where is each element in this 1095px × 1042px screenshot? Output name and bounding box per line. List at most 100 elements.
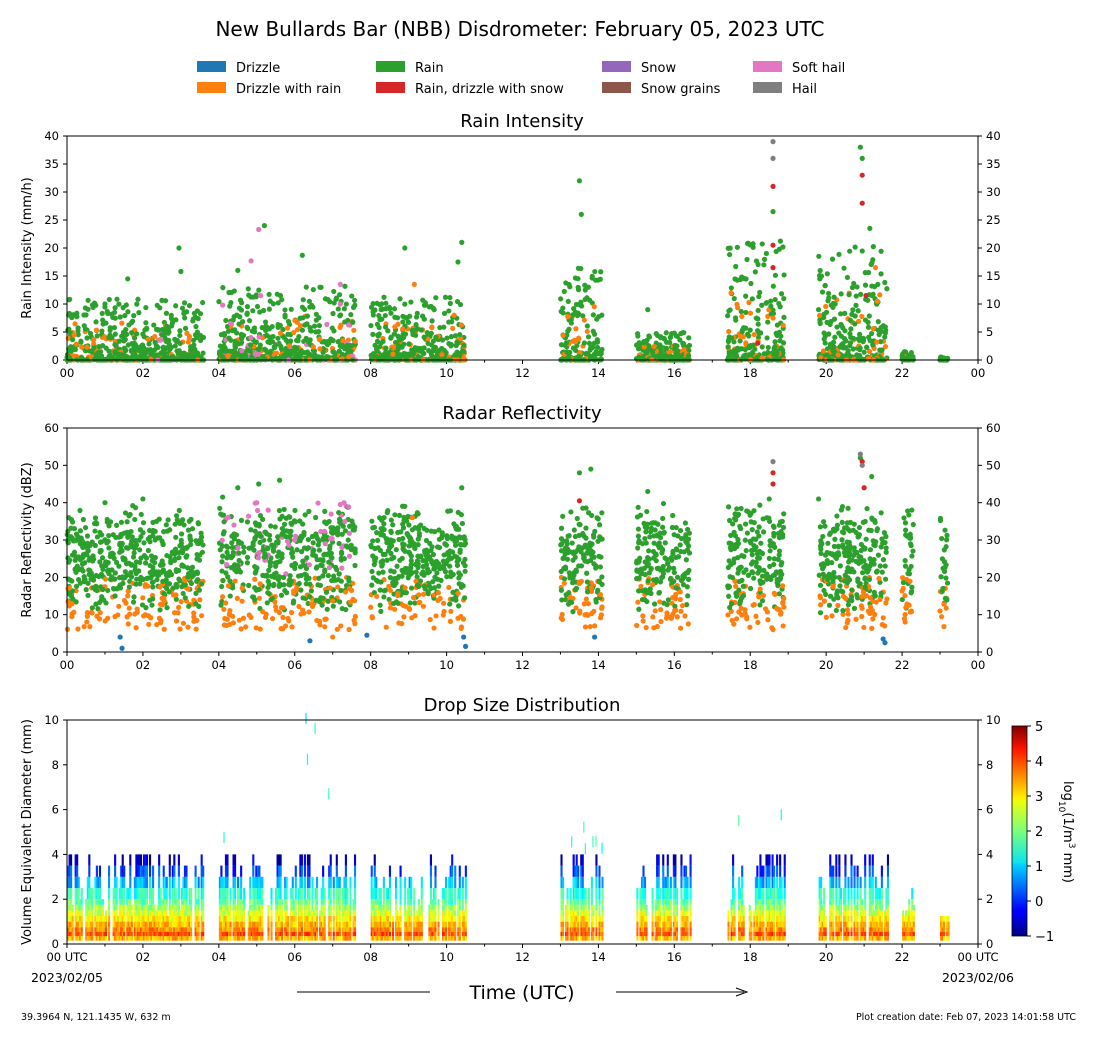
data-point (218, 602, 224, 608)
x-tick-label: 14 (591, 658, 606, 672)
data-point (182, 315, 188, 321)
data-point (144, 325, 150, 331)
data-point (407, 550, 413, 556)
data-point (847, 317, 854, 323)
x-tick-label: 22 (895, 658, 910, 672)
data-point (459, 239, 465, 245)
data-point (171, 610, 178, 616)
data-point (224, 549, 230, 555)
data-point (275, 335, 281, 341)
data-point (458, 624, 465, 630)
data-point (742, 521, 749, 527)
legend-label: Snow grains (641, 82, 721, 97)
data-point (380, 526, 386, 532)
data-point (335, 532, 341, 538)
data-point (427, 540, 433, 546)
data-point (106, 545, 112, 551)
data-point (657, 342, 663, 348)
data-point (231, 288, 237, 294)
data-point (421, 316, 427, 322)
data-point (751, 508, 757, 514)
data-point (768, 303, 774, 309)
data-point (178, 599, 184, 605)
data-point (342, 589, 349, 595)
data-point (256, 334, 262, 340)
data-point (76, 554, 82, 560)
legend-swatch (376, 61, 405, 72)
data-point (94, 333, 100, 339)
data-point (446, 584, 452, 591)
data-point (598, 269, 604, 275)
data-point (134, 606, 140, 612)
data-point (766, 574, 772, 580)
data-point (430, 338, 437, 344)
data-point (352, 546, 358, 552)
data-point (157, 305, 163, 311)
data-point (818, 354, 824, 361)
data-point (337, 324, 343, 331)
data-point (681, 329, 687, 336)
data-point (97, 599, 103, 606)
data-point (664, 610, 670, 616)
data-point (372, 307, 378, 313)
data-point (850, 346, 856, 352)
data-point (447, 300, 453, 306)
data-point (238, 540, 244, 546)
data-point (304, 313, 311, 319)
data-point (225, 353, 231, 359)
data-point (351, 297, 358, 304)
data-point (643, 624, 649, 631)
data-point (111, 325, 118, 331)
data-point (235, 545, 241, 551)
data-point (395, 342, 402, 349)
data-point (305, 536, 311, 543)
data-point (388, 334, 394, 340)
data-point (437, 324, 443, 331)
data-point (753, 315, 759, 321)
data-point (179, 584, 185, 590)
data-point (100, 317, 106, 323)
data-point (439, 530, 445, 536)
data-point (461, 342, 467, 348)
data-point (107, 576, 114, 582)
data-point (560, 513, 566, 519)
data-point (749, 527, 755, 533)
y-tick-label: 10 (44, 297, 59, 311)
data-point (421, 334, 427, 340)
data-point (817, 276, 823, 282)
data-point (667, 334, 674, 340)
data-point (728, 540, 734, 547)
data-point (257, 626, 263, 632)
data-point (137, 547, 143, 553)
data-point (902, 349, 909, 355)
data-point (256, 530, 263, 537)
data-point (244, 560, 251, 566)
data-point (122, 510, 129, 516)
data-point (126, 584, 132, 590)
data-point (567, 349, 573, 356)
data-point (756, 594, 762, 600)
data-point (743, 293, 749, 299)
data-point (91, 341, 97, 347)
data-point (149, 602, 155, 608)
data-point (348, 587, 355, 593)
data-point (153, 518, 160, 524)
data-point (178, 268, 184, 275)
data-point (584, 570, 590, 576)
data-point (244, 324, 250, 330)
data-point (448, 608, 454, 614)
data-point (738, 526, 744, 532)
data-point (313, 329, 319, 335)
data-point (594, 339, 601, 345)
data-point (198, 534, 205, 540)
data-point (415, 564, 421, 571)
data-point (409, 347, 415, 353)
data-point (69, 611, 75, 617)
data-point (298, 611, 304, 617)
data-point (446, 319, 452, 325)
data-point (370, 331, 376, 337)
data-point (66, 585, 72, 591)
data-point (637, 555, 643, 561)
data-point (379, 563, 385, 569)
data-point (262, 319, 269, 325)
